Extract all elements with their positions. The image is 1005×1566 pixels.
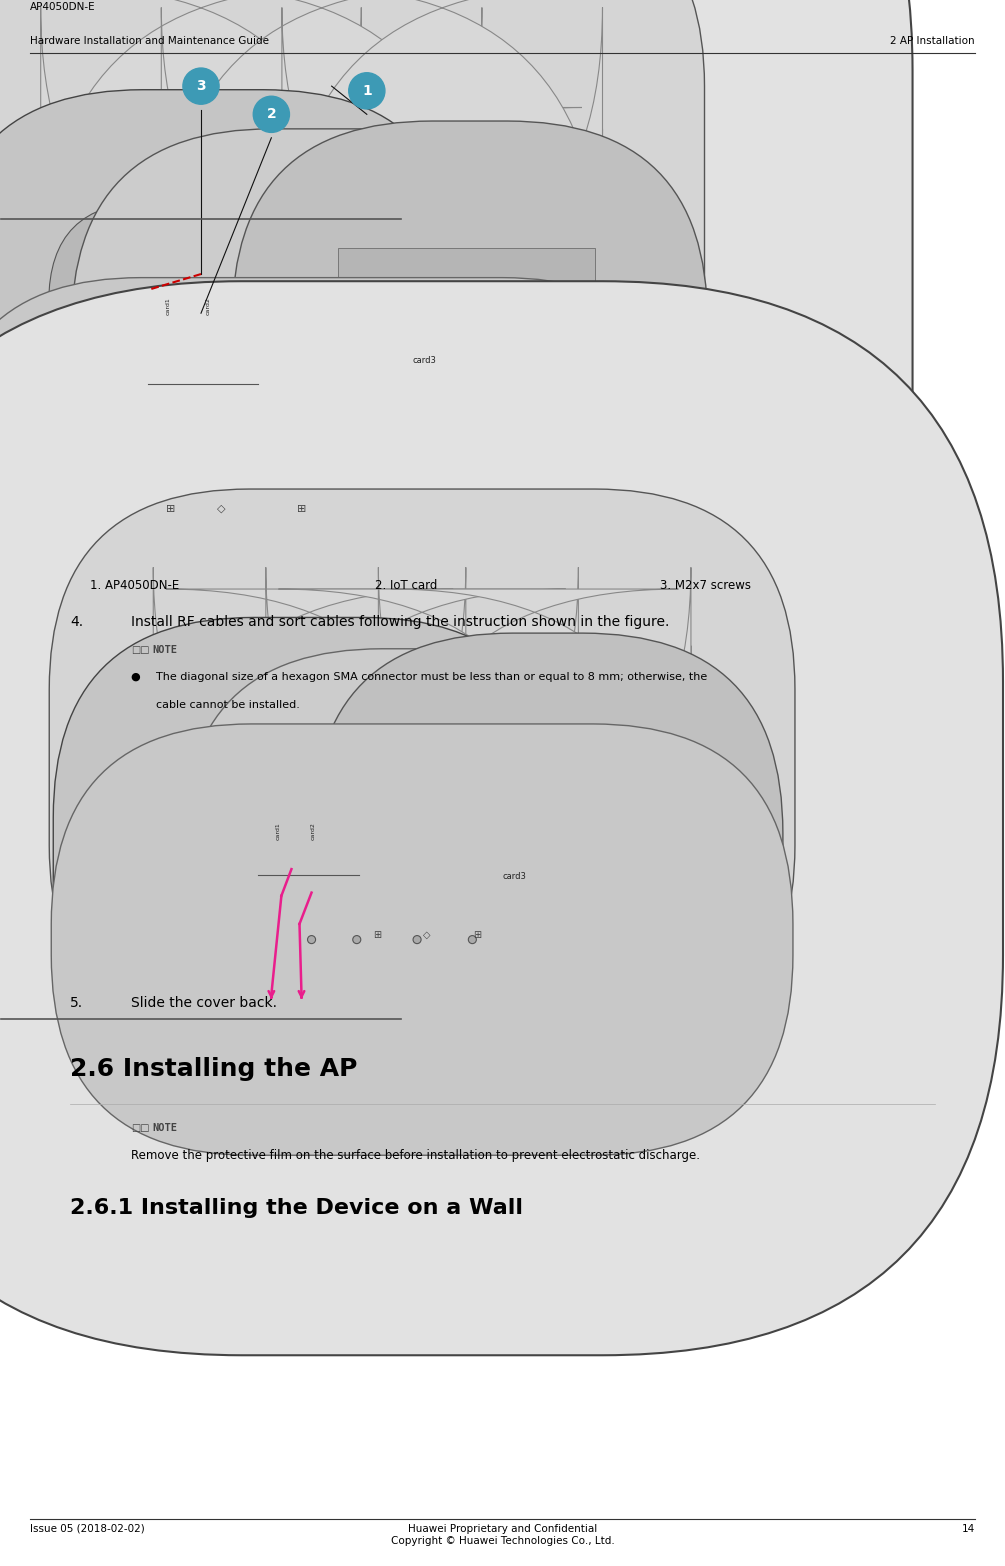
Text: card3: card3 (502, 872, 527, 882)
Text: Remove the protective film on the surface before installation to prevent electro: Remove the protective film on the surfac… (131, 1149, 699, 1162)
Text: card2: card2 (206, 298, 210, 315)
Text: ⊞: ⊞ (473, 930, 481, 940)
Text: 1. AP4050DN-E: 1. AP4050DN-E (90, 579, 180, 592)
Circle shape (349, 72, 385, 110)
Text: ◇: ◇ (423, 930, 431, 940)
FancyBboxPatch shape (347, 385, 588, 633)
FancyBboxPatch shape (153, 645, 466, 968)
Circle shape (468, 935, 476, 944)
Text: 1: 1 (362, 85, 372, 97)
FancyBboxPatch shape (48, 291, 352, 562)
Text: Hardware Installation and Maintenance Guide: Hardware Installation and Maintenance Gu… (30, 36, 269, 45)
Text: 2: 2 (266, 108, 276, 121)
Text: Copyright © Huawei Technologies Co., Ltd.: Copyright © Huawei Technologies Co., Ltd… (391, 1536, 614, 1546)
FancyBboxPatch shape (48, 202, 352, 473)
FancyBboxPatch shape (281, 0, 603, 307)
Text: 2.6 Installing the AP: 2.6 Installing the AP (70, 1057, 358, 1081)
Text: 2 AP Installation: 2 AP Installation (890, 36, 975, 45)
Text: cable cannot be installed.: cable cannot be installed. (156, 700, 299, 709)
Text: 2.6.1 Installing the Device on a Wall: 2.6.1 Installing the Device on a Wall (70, 1198, 524, 1218)
FancyBboxPatch shape (182, 648, 642, 1128)
Text: AP4050DN-E: AP4050DN-E (30, 2, 95, 13)
Circle shape (308, 935, 316, 944)
Text: 3. M2x7 screws: 3. M2x7 screws (660, 579, 751, 592)
FancyBboxPatch shape (159, 778, 452, 1029)
FancyBboxPatch shape (0, 282, 1003, 1355)
FancyBboxPatch shape (71, 128, 572, 670)
Bar (365, 572, 650, 600)
FancyBboxPatch shape (0, 0, 913, 932)
Bar (80, 572, 365, 600)
Text: 5.: 5. (70, 996, 83, 1010)
FancyBboxPatch shape (378, 567, 691, 889)
Text: Issue 05 (2018-02-02): Issue 05 (2018-02-02) (30, 1524, 145, 1533)
Text: □□: □□ (131, 1123, 149, 1132)
Text: card3: card3 (412, 355, 436, 365)
FancyBboxPatch shape (265, 645, 579, 968)
Text: NOTE: NOTE (153, 1123, 178, 1132)
FancyBboxPatch shape (153, 567, 466, 889)
FancyBboxPatch shape (161, 108, 482, 429)
Text: ●: ● (131, 672, 141, 681)
FancyBboxPatch shape (0, 0, 705, 529)
FancyBboxPatch shape (378, 645, 691, 968)
Text: 2. IoT card: 2. IoT card (375, 579, 437, 592)
FancyBboxPatch shape (51, 723, 793, 1156)
Text: card1: card1 (166, 298, 170, 315)
Circle shape (413, 935, 421, 944)
Text: 14: 14 (962, 1524, 975, 1533)
Circle shape (230, 498, 242, 511)
FancyBboxPatch shape (0, 89, 463, 670)
FancyBboxPatch shape (281, 108, 603, 429)
FancyBboxPatch shape (338, 247, 596, 557)
Text: The diagonal size of a hexagon SMA connector must be less than or equal to 8 mm;: The diagonal size of a hexagon SMA conne… (156, 672, 708, 681)
Circle shape (290, 498, 303, 511)
Text: Huawei Proprietary and Confidential: Huawei Proprietary and Confidential (408, 1524, 597, 1533)
FancyBboxPatch shape (0, 277, 702, 733)
Text: ⊞: ⊞ (373, 930, 381, 940)
FancyBboxPatch shape (232, 121, 708, 670)
Text: ◇: ◇ (217, 504, 225, 514)
Circle shape (180, 498, 192, 511)
Text: card2: card2 (312, 822, 316, 839)
FancyBboxPatch shape (40, 0, 362, 307)
Text: 3: 3 (196, 80, 206, 92)
FancyBboxPatch shape (418, 755, 671, 1023)
Circle shape (353, 935, 361, 944)
Circle shape (183, 67, 219, 105)
Text: 4.: 4. (70, 615, 83, 630)
Text: Install RF cables and sort cables following the instruction shown in the figure.: Install RF cables and sort cables follow… (131, 615, 669, 630)
Text: Slide the cover back.: Slide the cover back. (131, 996, 276, 1010)
FancyBboxPatch shape (265, 567, 579, 889)
Text: ⊞: ⊞ (166, 504, 176, 514)
Text: ⊞: ⊞ (296, 504, 307, 514)
FancyBboxPatch shape (49, 489, 795, 1046)
Circle shape (253, 96, 289, 133)
Text: card1: card1 (276, 822, 280, 839)
FancyBboxPatch shape (40, 108, 362, 429)
FancyBboxPatch shape (53, 617, 564, 1135)
Bar (650, 572, 935, 600)
Text: □□: □□ (131, 645, 149, 655)
Text: NOTE: NOTE (153, 645, 178, 655)
FancyBboxPatch shape (161, 0, 482, 307)
FancyBboxPatch shape (313, 633, 783, 1135)
FancyBboxPatch shape (159, 719, 452, 969)
